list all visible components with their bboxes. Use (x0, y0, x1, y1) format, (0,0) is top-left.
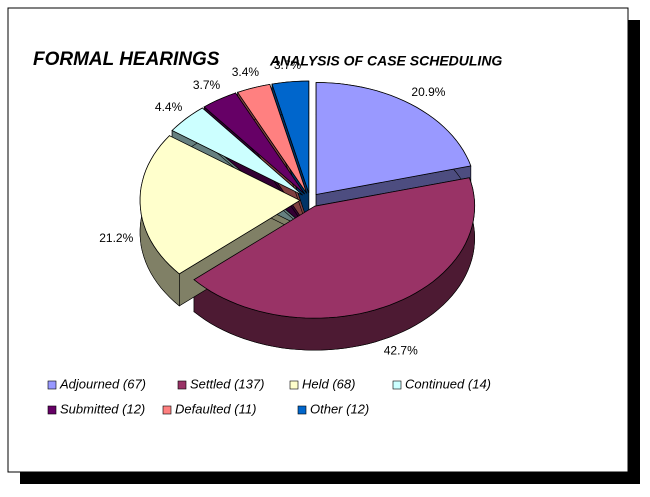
chart-title: FORMAL HEARINGS (33, 49, 220, 70)
data-label: 4.4% (155, 100, 183, 114)
legend-swatch (297, 405, 307, 415)
data-label: 3.4% (232, 65, 260, 79)
data-label: 21.2% (99, 231, 133, 245)
legend-label: Held (68) (302, 376, 355, 391)
legend-swatch (47, 405, 57, 415)
chart-subtitle: ANALYSIS OF CASE SCHEDULING (269, 53, 502, 69)
legend-label: Submitted (12) (60, 401, 145, 416)
legend-swatch (392, 380, 402, 390)
data-label: 20.9% (411, 85, 445, 99)
legend-swatch (162, 405, 172, 415)
slice (193, 177, 476, 319)
legend-label: Other (12) (310, 401, 369, 416)
slice (139, 135, 301, 275)
data-label: 42.7% (384, 343, 418, 357)
pie-tops (139, 80, 476, 319)
legend-swatch (177, 380, 187, 390)
legend-label: Adjourned (67) (59, 376, 146, 391)
slice (271, 80, 310, 194)
slice (236, 83, 308, 194)
slice (171, 107, 303, 196)
legend-label: Defaulted (11) (175, 401, 256, 416)
legend-swatch (47, 380, 57, 390)
slice (203, 92, 306, 195)
legend-label: Continued (14) (405, 376, 491, 391)
legend-swatch (289, 380, 299, 390)
slice (315, 82, 472, 195)
legend-label: Settled (137) (190, 376, 264, 391)
data-label: 3.7% (274, 58, 302, 72)
data-label: 3.7% (193, 78, 221, 92)
